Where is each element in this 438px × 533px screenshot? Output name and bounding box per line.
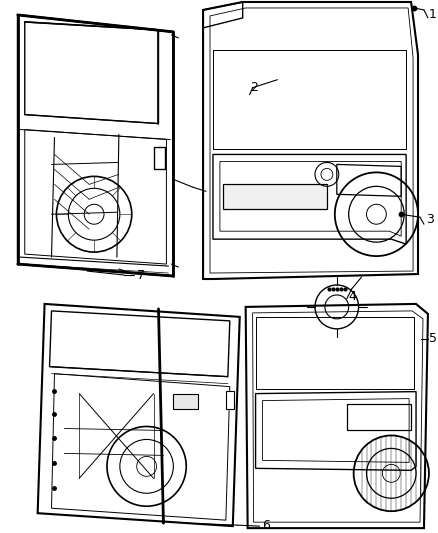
Point: [398, 210, 405, 219]
Text: 2: 2: [251, 81, 258, 94]
Text: 5: 5: [429, 332, 437, 345]
Text: 1: 1: [429, 9, 437, 21]
Text: 6: 6: [262, 519, 270, 531]
FancyBboxPatch shape: [154, 148, 166, 169]
Polygon shape: [173, 393, 198, 409]
Point: [410, 4, 417, 12]
Text: 4: 4: [349, 290, 357, 303]
Text: 7: 7: [137, 269, 145, 281]
FancyBboxPatch shape: [226, 391, 234, 409]
Polygon shape: [223, 184, 327, 209]
Text: 3: 3: [426, 213, 434, 225]
